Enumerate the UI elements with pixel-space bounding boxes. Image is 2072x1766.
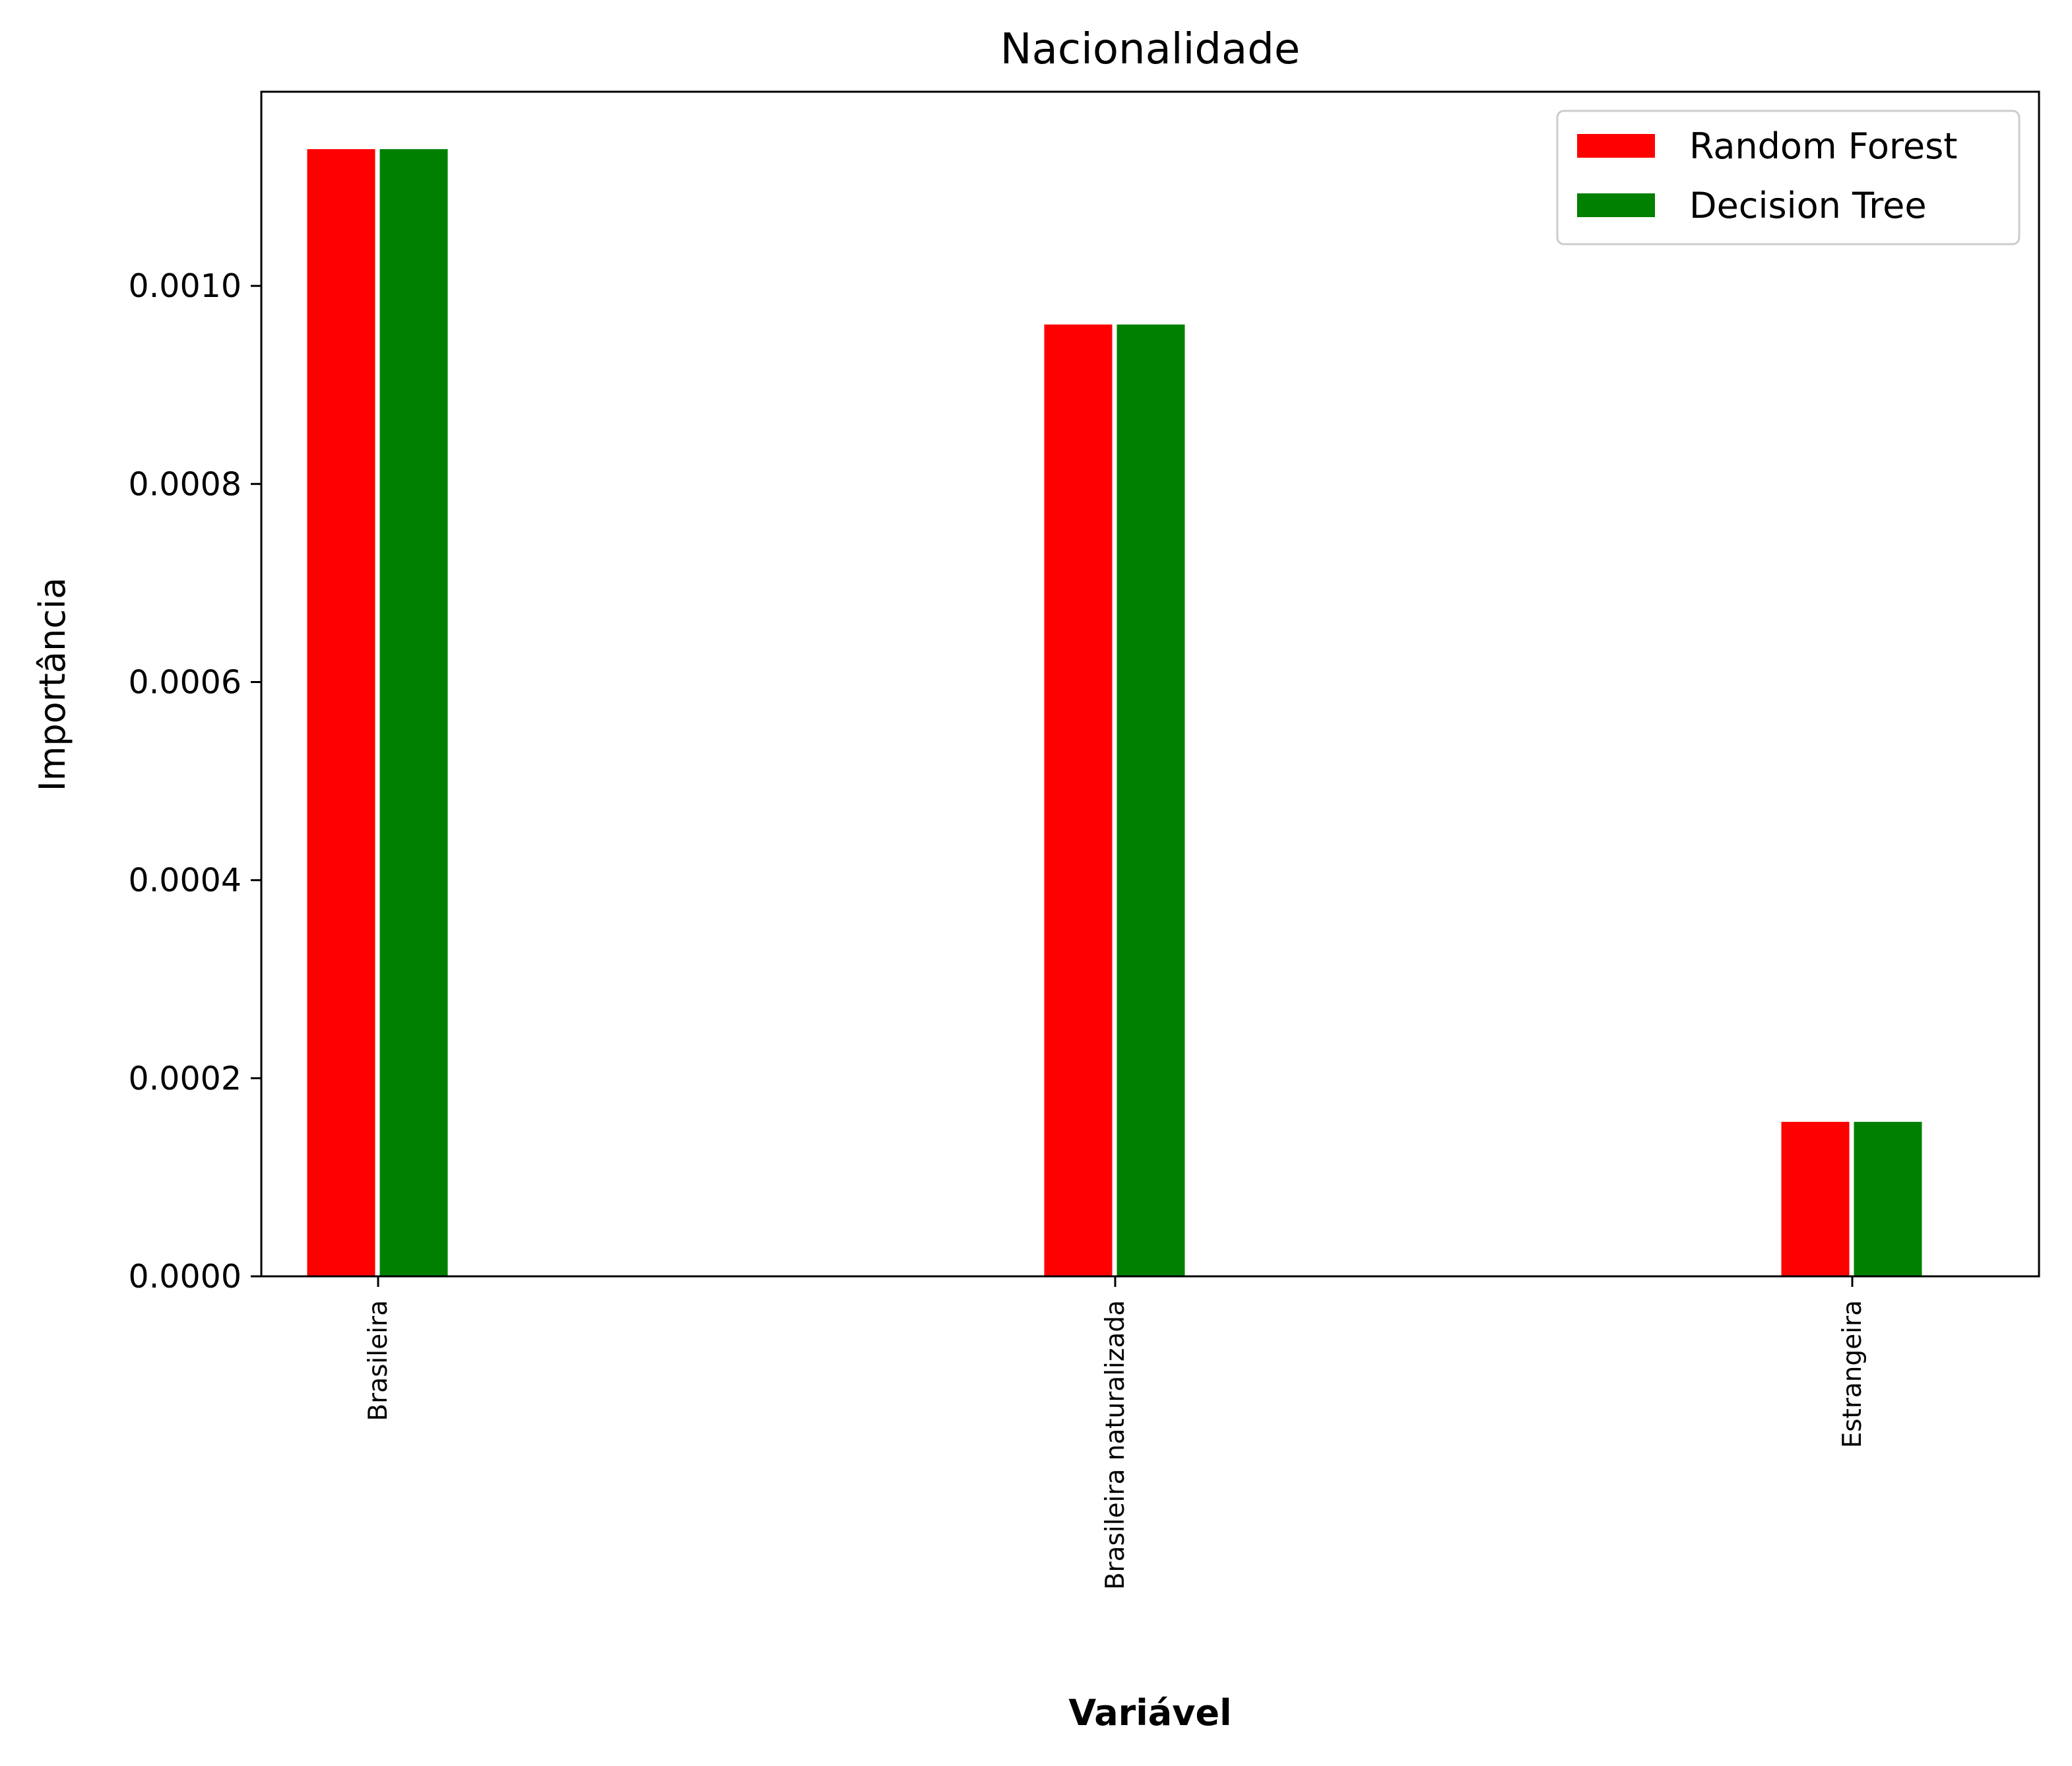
plot-frame bbox=[260, 90, 2040, 1278]
y-tick-label: 0.0008 bbox=[129, 465, 242, 503]
y-tick-label: 0.0010 bbox=[129, 267, 242, 305]
y-axis: 0.0000 0.0002 0.0004 0.0006 0.0008 0.0010 bbox=[129, 267, 261, 1295]
chart-title: Nacionalidade bbox=[1000, 25, 1300, 74]
y-axis-label: Importância bbox=[32, 577, 73, 791]
bars-layer bbox=[305, 147, 1924, 1278]
y-tick-label: 0.0006 bbox=[129, 664, 242, 702]
legend-swatch-random-forest bbox=[1577, 134, 1655, 158]
x-tick-label: Brasileira bbox=[364, 1300, 393, 1421]
x-tick-label: Estrangeira bbox=[1838, 1300, 1867, 1448]
legend-swatch-decision-tree bbox=[1577, 193, 1655, 217]
x-axis: Brasileira Brasileira naturalizada Estrang… bbox=[364, 1276, 1867, 1590]
bar-decision-tree-estrangeira bbox=[1852, 1119, 1924, 1278]
legend-frame bbox=[1556, 110, 2021, 245]
y-tick-label: 0.0004 bbox=[129, 862, 242, 899]
legend: Random Forest Decision Tree bbox=[1556, 110, 2021, 245]
bar-random-forest-estrangeira bbox=[1779, 1119, 1852, 1278]
y-tick-label: 0.0002 bbox=[129, 1060, 242, 1097]
legend-label-decision-tree: Decision Tree bbox=[1689, 185, 1927, 226]
bar-decision-tree-brasileira-naturalizada bbox=[1115, 322, 1187, 1278]
legend-label-random-forest: Random Forest bbox=[1689, 125, 1957, 167]
bar-random-forest-brasileira-naturalizada bbox=[1042, 322, 1115, 1278]
bar-random-forest-brasileira bbox=[305, 147, 377, 1278]
x-axis-label: Variável bbox=[1068, 1692, 1231, 1734]
x-tick-label: Brasileira naturalizada bbox=[1101, 1300, 1130, 1590]
y-tick-label: 0.0000 bbox=[129, 1258, 242, 1295]
bar-decision-tree-brasileira bbox=[377, 147, 450, 1278]
